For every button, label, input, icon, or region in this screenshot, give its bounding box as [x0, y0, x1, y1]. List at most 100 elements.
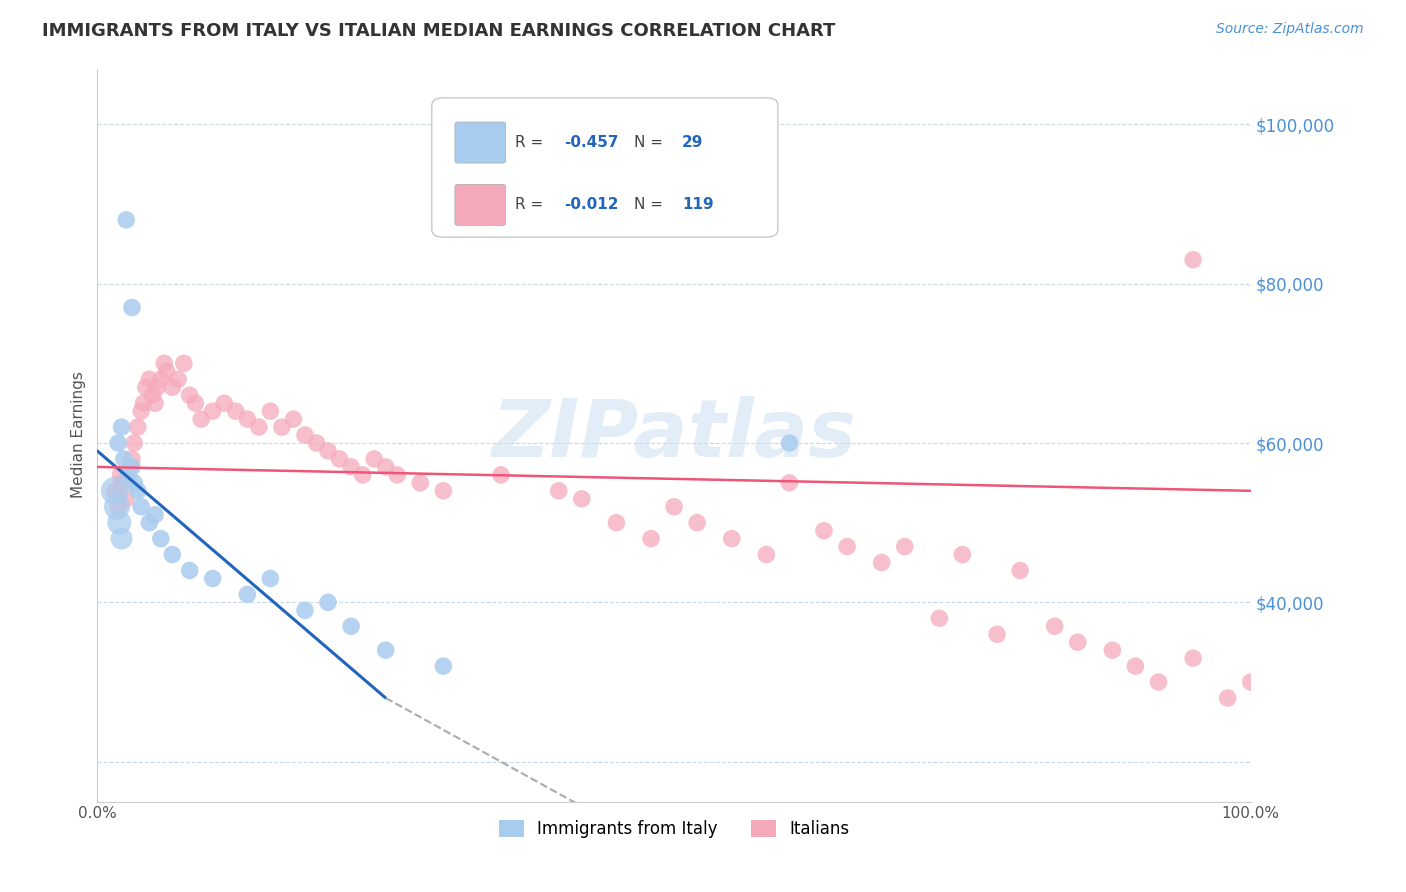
Point — [112, 452, 135, 467]
Point — [167, 372, 190, 386]
Point — [1216, 691, 1239, 706]
Point — [104, 483, 127, 498]
Point — [118, 459, 141, 474]
Point — [149, 372, 172, 386]
Point — [1043, 619, 1066, 633]
Point — [870, 556, 893, 570]
Point — [778, 436, 800, 450]
Point — [104, 483, 127, 498]
Point — [162, 380, 184, 394]
Point — [190, 412, 212, 426]
Point — [316, 444, 339, 458]
Point — [129, 500, 152, 514]
Point — [236, 412, 259, 426]
Point — [547, 483, 569, 498]
Point — [127, 420, 149, 434]
Point — [110, 467, 132, 482]
Point — [225, 404, 247, 418]
Point — [813, 524, 835, 538]
Point — [1010, 564, 1032, 578]
Point — [143, 396, 166, 410]
Point — [489, 467, 512, 482]
Point — [1125, 659, 1147, 673]
Text: Source: ZipAtlas.com: Source: ZipAtlas.com — [1216, 22, 1364, 37]
Point — [893, 540, 915, 554]
Point — [212, 396, 235, 410]
Point — [111, 475, 134, 490]
Point — [110, 532, 132, 546]
Point — [121, 452, 143, 467]
Point — [122, 475, 145, 490]
Point — [952, 548, 974, 562]
Point — [1240, 675, 1263, 690]
Point — [115, 213, 138, 227]
FancyBboxPatch shape — [456, 185, 506, 226]
Point — [129, 404, 152, 418]
Point — [835, 540, 858, 554]
Point — [105, 500, 128, 514]
Point — [1147, 675, 1170, 690]
Y-axis label: Median Earnings: Median Earnings — [72, 372, 86, 499]
Point — [142, 388, 165, 402]
Point — [352, 467, 374, 482]
Text: IMMIGRANTS FROM ITALY VS ITALIAN MEDIAN EARNINGS CORRELATION CHART: IMMIGRANTS FROM ITALY VS ITALIAN MEDIAN … — [42, 22, 835, 40]
Point — [149, 532, 172, 546]
Point — [115, 491, 138, 506]
Point — [755, 548, 778, 562]
Point — [1101, 643, 1123, 657]
Point — [121, 459, 143, 474]
Point — [127, 483, 149, 498]
Point — [179, 388, 201, 402]
Point — [107, 436, 129, 450]
Point — [173, 356, 195, 370]
Point — [340, 459, 363, 474]
Point — [571, 491, 593, 506]
Point — [247, 420, 270, 434]
Point — [179, 564, 201, 578]
Point — [155, 364, 177, 378]
Point — [686, 516, 709, 530]
Point — [153, 356, 176, 370]
Point — [363, 452, 385, 467]
Point — [121, 301, 143, 315]
Point — [259, 572, 281, 586]
Point — [409, 475, 432, 490]
Point — [201, 572, 224, 586]
Point — [132, 396, 155, 410]
Text: -0.012: -0.012 — [564, 197, 619, 212]
Point — [135, 380, 157, 394]
Point — [387, 467, 409, 482]
Legend: Immigrants from Italy, Italians: Immigrants from Italy, Italians — [492, 813, 856, 845]
Point — [146, 380, 169, 394]
Point — [316, 595, 339, 609]
Point — [928, 611, 950, 625]
Point — [432, 659, 454, 673]
Point — [184, 396, 207, 410]
Point — [329, 452, 352, 467]
Point — [110, 420, 132, 434]
Text: R =: R = — [515, 197, 548, 212]
Point — [259, 404, 281, 418]
Point — [117, 467, 139, 482]
Point — [283, 412, 305, 426]
Point — [305, 436, 328, 450]
Point — [138, 516, 160, 530]
Point — [107, 500, 129, 514]
Text: 29: 29 — [682, 135, 703, 150]
Point — [108, 516, 131, 530]
Point — [374, 459, 396, 474]
Text: N =: N = — [634, 197, 668, 212]
FancyBboxPatch shape — [432, 98, 778, 237]
Point — [122, 436, 145, 450]
Text: -0.457: -0.457 — [564, 135, 619, 150]
Text: R =: R = — [515, 135, 548, 150]
Point — [294, 603, 316, 617]
Point — [270, 420, 292, 434]
Point — [294, 428, 316, 442]
Point — [138, 372, 160, 386]
Point — [201, 404, 224, 418]
Text: ZIPatlas: ZIPatlas — [492, 396, 856, 474]
Point — [432, 483, 454, 498]
Point — [778, 475, 800, 490]
FancyBboxPatch shape — [456, 122, 506, 163]
